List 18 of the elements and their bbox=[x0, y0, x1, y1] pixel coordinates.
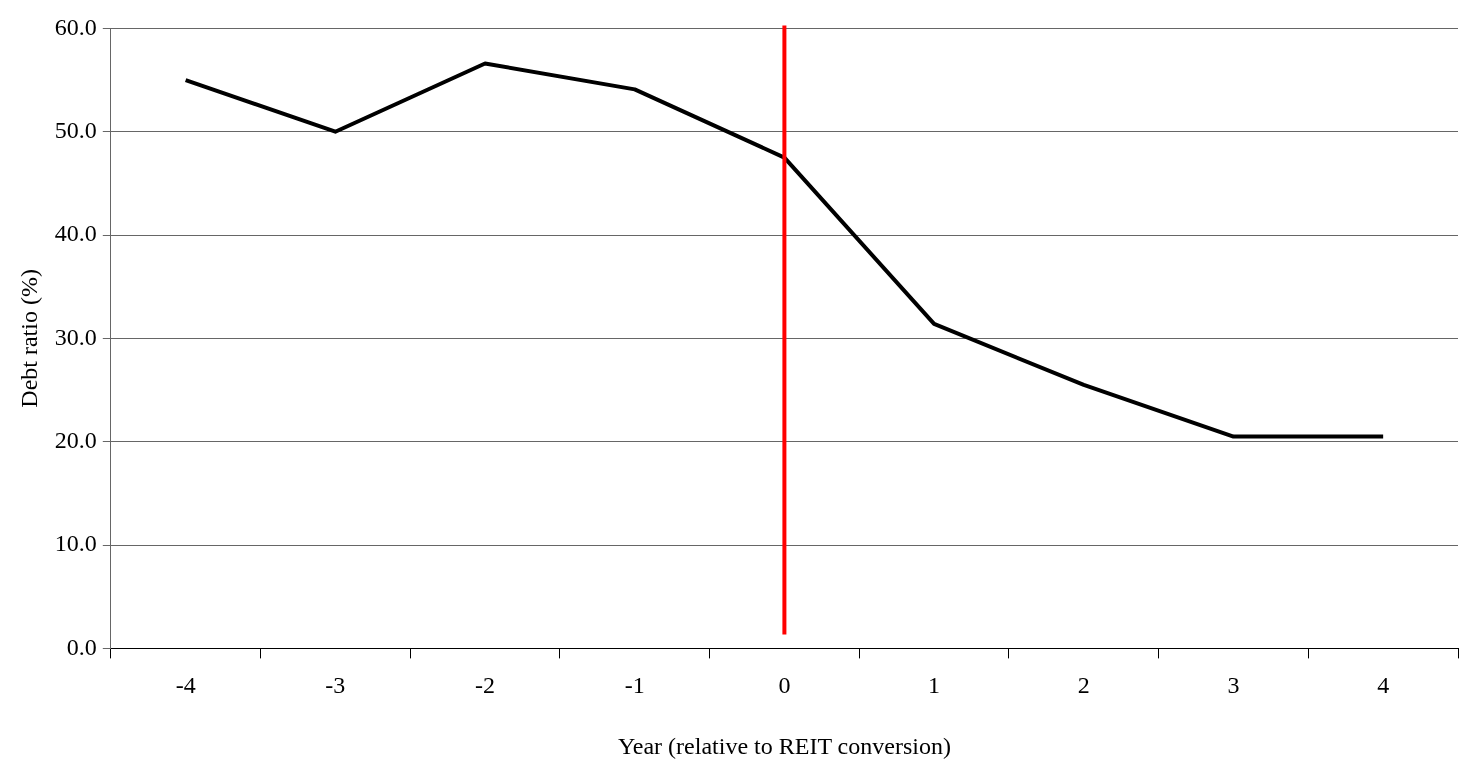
x-tick-label: -4 bbox=[175, 672, 196, 699]
y-axis-title: Debt ratio (%) bbox=[15, 269, 42, 408]
x-tick-label: -1 bbox=[624, 672, 645, 699]
x-tick-label: 4 bbox=[1377, 672, 1390, 699]
y-tick-label: 0.0 bbox=[66, 633, 97, 660]
x-tick-label: 1 bbox=[928, 672, 941, 699]
y-tick-label: 40.0 bbox=[54, 220, 97, 247]
y-tick-label: 50.0 bbox=[54, 117, 97, 144]
y-tick-label: 10.0 bbox=[54, 530, 97, 557]
x-tick-label: 0 bbox=[778, 672, 791, 699]
x-tick-label: 2 bbox=[1077, 672, 1090, 699]
y-tick-label: 30.0 bbox=[54, 323, 97, 350]
x-tick-label: 3 bbox=[1227, 672, 1240, 699]
y-tick-label: 60.0 bbox=[54, 13, 97, 40]
x-axis-title: Year (relative to REIT conversion) bbox=[617, 732, 951, 759]
y-tick-label: 20.0 bbox=[54, 427, 97, 454]
x-tick-label: -3 bbox=[325, 672, 346, 699]
x-tick-label: -2 bbox=[475, 672, 496, 699]
